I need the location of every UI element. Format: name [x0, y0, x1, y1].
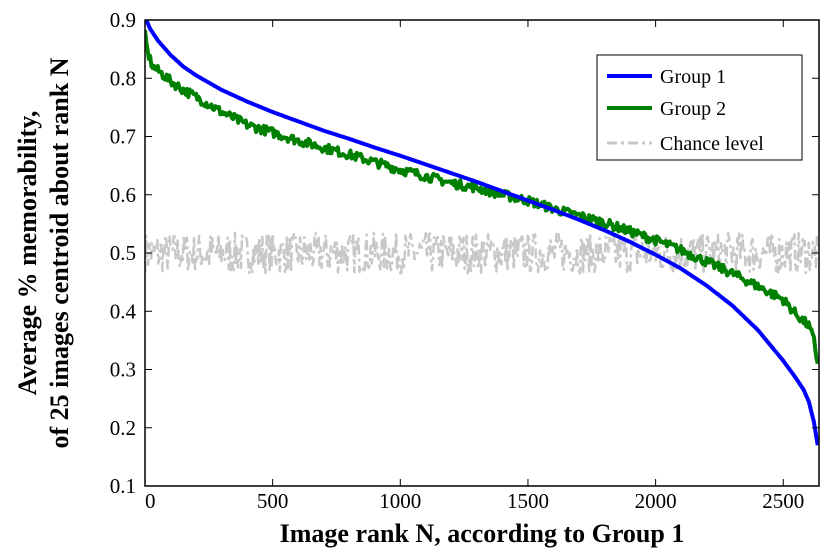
x-tick-label: 2500 [762, 489, 804, 513]
x-axis-title: Image rank N, according to Group 1 [280, 519, 685, 548]
legend-label-group-2: Group 2 [660, 98, 726, 120]
y-tick-label: 0.9 [110, 8, 136, 32]
y-tick-label: 0.1 [110, 474, 136, 498]
legend-label-chance-level: Chance level [660, 133, 764, 155]
x-tick-label: 500 [257, 489, 289, 513]
y-axis-title-line-2: of 25 images centroid about rank N [45, 57, 74, 448]
x-tick-label: 0 [145, 489, 156, 513]
legend: Group 1 Group 2 Chance level [596, 54, 803, 161]
y-tick-label: 0.4 [110, 299, 137, 323]
series-line-group-1 [145, 20, 819, 446]
x-tick-label: 1500 [507, 489, 549, 513]
x-tick-label: 2000 [635, 489, 677, 513]
y-tick-label: 0.2 [110, 416, 136, 440]
y-axis-title: Average % memorability, of 25 images cen… [13, 57, 74, 448]
y-tick-label: 0.8 [110, 66, 136, 90]
y-tick-label: 0.3 [110, 358, 136, 382]
x-tick-label: 1000 [379, 489, 421, 513]
y-axis-title-line-1: Average % memorability, [13, 111, 42, 396]
legend-label-group-1: Group 1 [660, 66, 726, 88]
series-line-group-2 [145, 29, 819, 365]
series-layer [145, 20, 819, 446]
axis-ticks: 0 500 1000 1500 2000 2500 0.1 0.2 0.3 0.4 0.5 0.6 0.… [110, 8, 819, 513]
y-tick-label: 0.7 [110, 125, 136, 149]
y-tick-label: 0.6 [110, 183, 136, 207]
y-tick-label: 0.5 [110, 241, 136, 265]
